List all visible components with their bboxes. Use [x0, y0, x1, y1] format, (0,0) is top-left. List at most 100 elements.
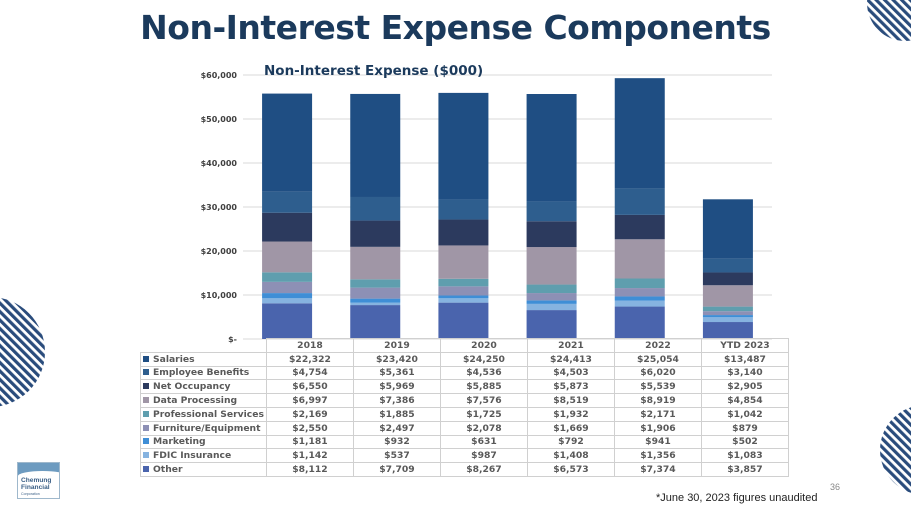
table-cell: $1,906 [613, 420, 702, 436]
bar-segment-furniture-equipment [350, 287, 401, 299]
table-cell: $1,181 [265, 434, 354, 450]
table-cell: $5,873 [526, 379, 615, 395]
table-cell: $5,361 [352, 365, 441, 381]
bar-segment-employee-benefits [526, 201, 577, 222]
bar-segment-professional-services [350, 279, 401, 288]
bar-stack-2019 [350, 93, 401, 339]
table-cell: $1,042 [700, 406, 789, 422]
bar-segment-data-processing [614, 239, 665, 279]
chart-title: Non-Interest Expense ($000) [264, 63, 483, 79]
table-cell: $13,487 [700, 351, 789, 367]
bar-segment-salaries [702, 199, 753, 259]
table-cell: $22,322 [265, 351, 354, 367]
table-cell: $1,408 [526, 448, 615, 464]
table-row-label: Furniture/Equipment [140, 420, 267, 436]
table-cell: $3,857 [700, 462, 789, 477]
bar-segment-salaries [614, 78, 665, 189]
bar-segment-employee-benefits [702, 258, 753, 273]
bar-segment-professional-services [262, 272, 313, 282]
y-tick-label: $50,000 [201, 115, 238, 124]
table-cell: $2,905 [700, 379, 789, 395]
decorative-stripes [0, 0, 911, 493]
chart-bars [262, 78, 753, 339]
table-column-header: 2020 [439, 338, 528, 353]
table-cell: $1,083 [700, 448, 789, 464]
table-row: Furniture/Equipment $2,550 $2,497 $2,078 $1,… [140, 420, 789, 436]
logo-corporation: Corporation [21, 492, 40, 496]
y-tick-label: $10,000 [201, 291, 238, 300]
bar-stack-ytd-2023 [702, 199, 753, 339]
bar-stack-2020 [438, 92, 489, 339]
table-cell: $6,550 [265, 379, 354, 395]
bar-segment-net-occupancy [438, 219, 489, 246]
table-row-label: Other [140, 462, 267, 477]
table-row: Professional Services $2,169 $1,885 $1,725 $… [140, 406, 789, 422]
table-row: FDIC Insurance $1,142 $537 $987 $1,408 $1,356… [140, 448, 789, 464]
legend-swatch [143, 410, 149, 417]
y-tick-label: $60,000 [201, 71, 238, 80]
legend-swatch [143, 397, 149, 404]
table-cell: $879 [700, 420, 789, 436]
table-row-label: Professional Services [140, 406, 267, 422]
table-row: Salaries $22,322 $23,420 $24,250 $24,413 $25,… [140, 351, 789, 367]
table-cell: $7,374 [613, 462, 702, 477]
bar-segment-professional-services [438, 278, 489, 287]
bar-segment-salaries [262, 93, 313, 192]
table-header-row: 2018 2019 2020 2021 2022 YTD 2023 [140, 338, 789, 353]
legend-swatch [143, 424, 149, 431]
table-column-header: YTD 2023 [700, 338, 789, 353]
table-row: Other $8,112 $7,709 $8,267 $6,573 $7,374 $3,85… [140, 462, 789, 477]
legend-swatch [143, 383, 149, 390]
chart-gridlines [243, 74, 772, 340]
table-row-label: Data Processing [140, 393, 267, 408]
table-cell: $8,919 [613, 393, 702, 408]
y-axis: $-$10,000$20,000$30,000$40,000$50,000$60… [201, 71, 238, 344]
table-row-label: Employee Benefits [140, 365, 267, 381]
bar-segment-employee-benefits [438, 199, 489, 220]
stripe-circle-left [0, 297, 45, 407]
bar-segment-employee-benefits [262, 191, 313, 213]
table-row-label: Net Occupancy [140, 379, 267, 395]
bar-segment-furniture-equipment [614, 288, 665, 297]
table-cell: $25,054 [613, 351, 702, 367]
footnote: *June 30, 2023 figures unaudited [656, 492, 818, 504]
bar-segment-marketing [526, 300, 577, 304]
bar-segment-fdic-insurance [702, 317, 753, 323]
table-cell: $6,997 [265, 393, 354, 408]
bar-segment-fdic-insurance [526, 303, 577, 311]
bar-segment-net-occupancy [262, 212, 313, 242]
bar-segment-marketing [702, 315, 753, 318]
bar-segment-other [526, 310, 577, 339]
bar-segment-data-processing [438, 245, 489, 279]
table-cell: $24,250 [439, 351, 528, 367]
bar-segment-data-processing [262, 241, 313, 273]
legend-swatch [143, 355, 149, 362]
stripe-circle-top-right [867, 0, 911, 41]
bar-segment-net-occupancy [350, 220, 401, 247]
table-cell: $6,020 [613, 365, 702, 381]
bar-segment-net-occupancy [614, 214, 665, 240]
bar-segment-net-occupancy [702, 272, 753, 286]
table-cell: $2,497 [352, 420, 441, 436]
bar-segment-data-processing [702, 285, 753, 307]
table-cell: $932 [352, 434, 441, 450]
table-row: Data Processing $6,997 $7,386 $7,576 $8,519 $… [140, 393, 789, 408]
table-cell: $5,969 [352, 379, 441, 395]
legend-swatch [143, 369, 149, 376]
page-title: Non-Interest Expense Components [140, 8, 771, 47]
table-cell: $4,854 [700, 393, 789, 408]
bar-segment-data-processing [526, 247, 577, 285]
legend-swatch [143, 452, 149, 459]
bar-segment-marketing [262, 293, 313, 299]
table-cell: $6,573 [526, 462, 615, 477]
table-cell: $4,754 [265, 365, 354, 381]
table-cell: $987 [439, 448, 528, 464]
bar-segment-salaries [438, 92, 489, 200]
table-cell: $1,885 [352, 406, 441, 422]
bar-segment-furniture-equipment [526, 293, 577, 301]
y-tick-label: $20,000 [201, 247, 238, 256]
bar-segment-marketing [350, 298, 401, 303]
bar-segment-fdic-insurance [438, 298, 489, 303]
table-column-header: 2021 [526, 338, 615, 353]
